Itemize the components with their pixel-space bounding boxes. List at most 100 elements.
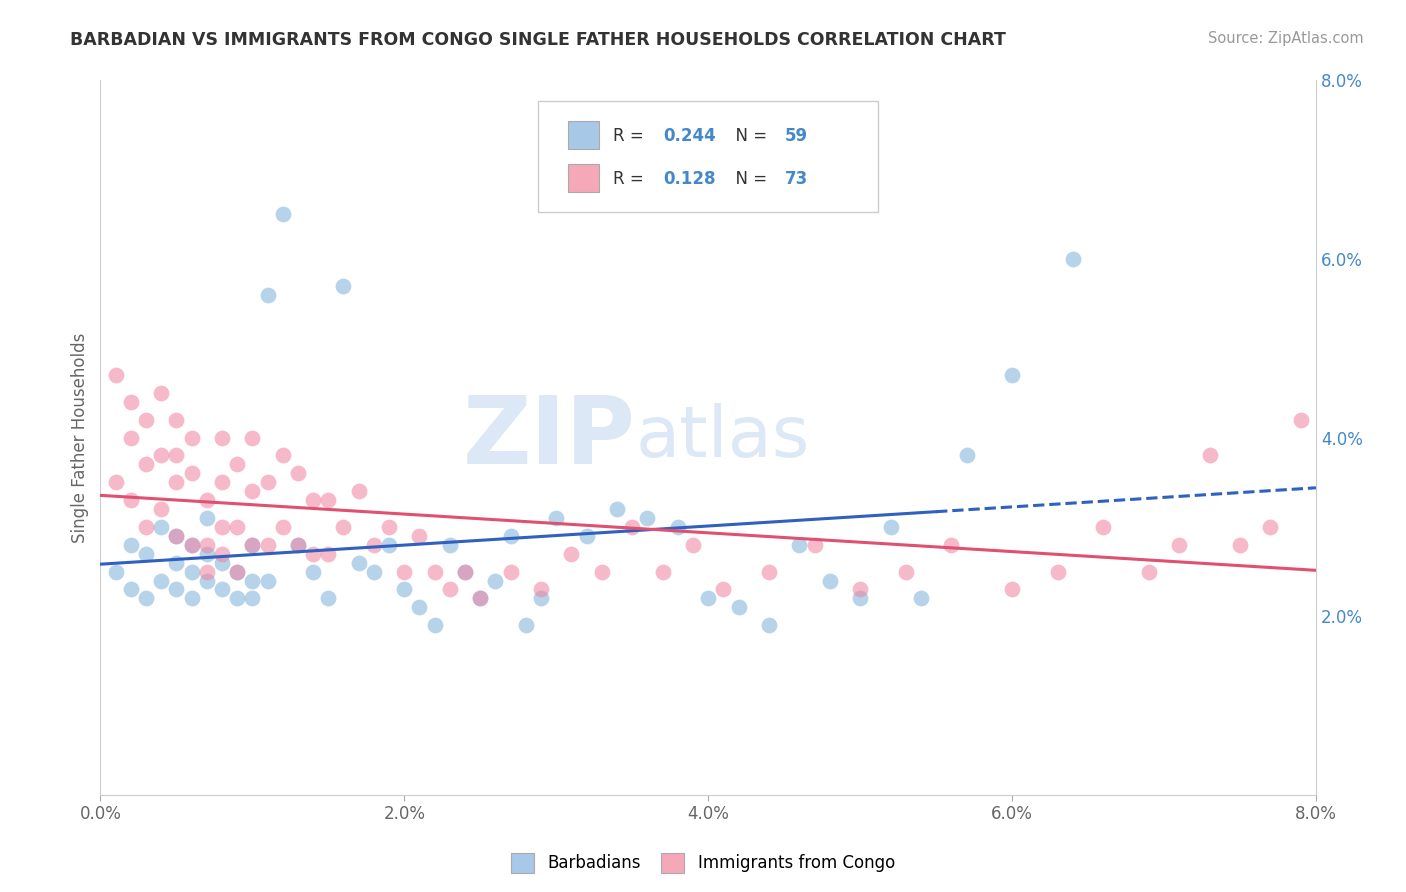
Point	[423, 618, 446, 632]
Point	[941, 538, 963, 552]
Point	[1001, 368, 1024, 382]
Point	[651, 565, 673, 579]
Point	[211, 582, 233, 597]
Point	[165, 475, 187, 490]
Point	[240, 538, 263, 552]
Point	[316, 493, 339, 508]
Point	[150, 574, 173, 588]
Point	[666, 520, 689, 534]
Point	[955, 449, 977, 463]
Text: 0.128: 0.128	[664, 169, 716, 187]
Point	[302, 547, 325, 561]
Point	[515, 618, 537, 632]
Point	[104, 565, 127, 579]
Point	[408, 600, 430, 615]
Point	[697, 591, 720, 606]
Point	[1062, 252, 1084, 266]
Point	[120, 430, 142, 444]
Point	[394, 565, 416, 579]
Point	[1229, 538, 1251, 552]
Point	[271, 207, 294, 221]
Point	[120, 493, 142, 508]
Point	[135, 591, 157, 606]
Point	[316, 591, 339, 606]
Point	[758, 618, 780, 632]
Point	[636, 511, 658, 525]
Text: BARBADIAN VS IMMIGRANTS FROM CONGO SINGLE FATHER HOUSEHOLDS CORRELATION CHART: BARBADIAN VS IMMIGRANTS FROM CONGO SINGL…	[70, 31, 1007, 49]
Point	[530, 582, 553, 597]
Point	[378, 538, 401, 552]
Point	[195, 511, 218, 525]
Point	[910, 591, 932, 606]
Point	[894, 565, 917, 579]
Point	[347, 556, 370, 570]
Point	[606, 502, 628, 516]
Text: R =: R =	[613, 169, 650, 187]
Point	[195, 538, 218, 552]
Point	[560, 547, 582, 561]
FancyBboxPatch shape	[568, 121, 599, 149]
Text: 0.244: 0.244	[664, 127, 716, 145]
Point	[378, 520, 401, 534]
Point	[1198, 449, 1220, 463]
Point	[849, 582, 872, 597]
Point	[211, 547, 233, 561]
Y-axis label: Single Father Households: Single Father Households	[72, 333, 89, 542]
Point	[530, 591, 553, 606]
Point	[879, 520, 901, 534]
Point	[240, 484, 263, 499]
Point	[423, 565, 446, 579]
Point	[682, 538, 704, 552]
Point	[150, 385, 173, 400]
Text: atlas: atlas	[636, 403, 810, 472]
Point	[591, 565, 613, 579]
Point	[758, 565, 780, 579]
Point	[195, 547, 218, 561]
Point	[302, 493, 325, 508]
Point	[287, 538, 309, 552]
Text: 59: 59	[785, 127, 808, 145]
Text: 73: 73	[785, 169, 808, 187]
Point	[287, 467, 309, 481]
Point	[439, 582, 461, 597]
Point	[1289, 412, 1312, 426]
Point	[211, 556, 233, 570]
Point	[454, 565, 477, 579]
Point	[165, 529, 187, 543]
Text: R =: R =	[613, 127, 650, 145]
Point	[256, 287, 278, 301]
Point	[104, 368, 127, 382]
Point	[211, 520, 233, 534]
Point	[120, 538, 142, 552]
Point	[150, 502, 173, 516]
Point	[180, 538, 202, 552]
Point	[240, 538, 263, 552]
Point	[150, 449, 173, 463]
Point	[256, 475, 278, 490]
Point	[394, 582, 416, 597]
Point	[621, 520, 644, 534]
Point	[546, 511, 568, 525]
Point	[499, 529, 522, 543]
Point	[484, 574, 506, 588]
Point	[849, 591, 872, 606]
Point	[165, 556, 187, 570]
Point	[135, 458, 157, 472]
FancyBboxPatch shape	[568, 164, 599, 192]
Point	[135, 520, 157, 534]
Point	[165, 449, 187, 463]
Point	[165, 582, 187, 597]
Point	[226, 591, 249, 606]
Point	[256, 538, 278, 552]
Legend: Barbadians, Immigrants from Congo: Barbadians, Immigrants from Congo	[505, 847, 901, 880]
Point	[256, 574, 278, 588]
Point	[1046, 565, 1069, 579]
Point	[195, 574, 218, 588]
Point	[211, 430, 233, 444]
Point	[1137, 565, 1160, 579]
Point	[789, 538, 811, 552]
FancyBboxPatch shape	[538, 102, 879, 212]
Point	[180, 565, 202, 579]
Point	[408, 529, 430, 543]
Point	[226, 565, 249, 579]
